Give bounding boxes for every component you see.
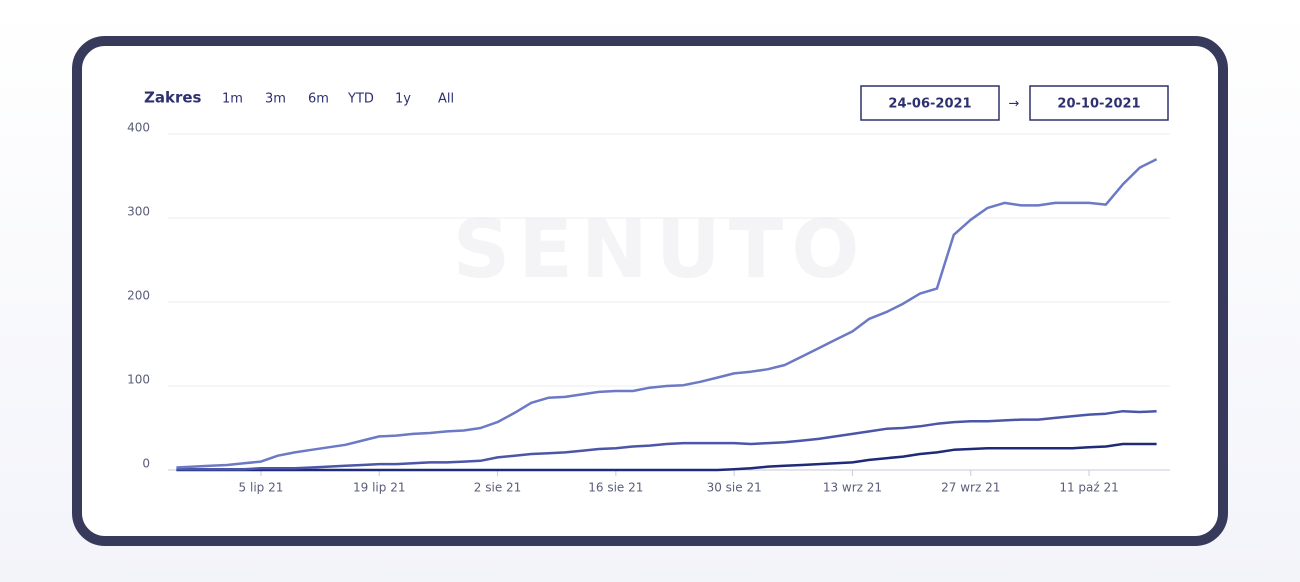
x-tick-label: 11 paź 21: [1059, 481, 1118, 495]
range-option[interactable]: 6m: [308, 92, 329, 107]
y-tick-label: 0: [142, 457, 150, 471]
x-tick-label: 19 lip 21: [353, 481, 405, 495]
x-tick-label: 2 sie 21: [474, 481, 522, 495]
range-option[interactable]: 1y: [395, 92, 411, 107]
range-option[interactable]: 3m: [265, 92, 286, 107]
y-tick-label: 400: [127, 121, 150, 135]
y-tick-label: 100: [127, 373, 150, 387]
x-tick-label: 5 lip 21: [239, 481, 284, 495]
y-tick-label: 300: [127, 205, 150, 219]
x-tick-label: 27 wrz 21: [941, 481, 1000, 495]
date-from-box[interactable]: [860, 85, 1000, 121]
card: [72, 36, 1228, 546]
date-arrow: →: [1009, 97, 1020, 112]
x-tick-label: 13 wrz 21: [823, 481, 882, 495]
range-option[interactable]: All: [438, 92, 454, 107]
date-from[interactable]: 24-06-2021: [888, 97, 971, 112]
series-line: [176, 442, 1157, 472]
y-tick-label: 200: [127, 289, 150, 303]
watermark: SENUTO: [453, 203, 868, 296]
range-option[interactable]: 1m: [222, 92, 243, 107]
series-line: [176, 409, 1157, 471]
date-to[interactable]: 20-10-2021: [1057, 97, 1140, 112]
date-to-box[interactable]: [1029, 85, 1169, 121]
x-tick-label: 30 sie 21: [707, 481, 762, 495]
x-tick-label: 16 sie 21: [588, 481, 643, 495]
series-line: [176, 158, 1158, 469]
range-label: Zakres: [144, 89, 202, 107]
range-option[interactable]: YTD: [347, 92, 374, 107]
